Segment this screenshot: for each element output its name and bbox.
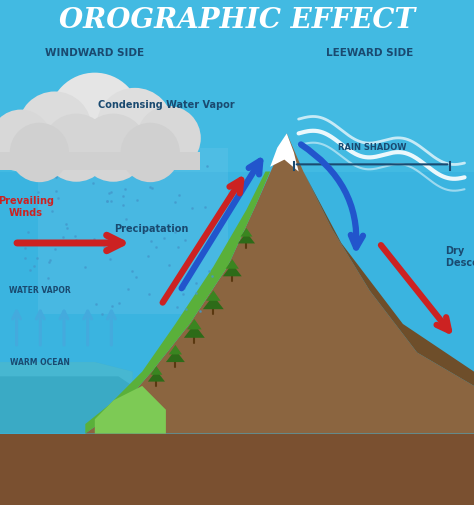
Circle shape bbox=[48, 73, 141, 166]
Polygon shape bbox=[240, 228, 253, 236]
Polygon shape bbox=[169, 345, 182, 355]
Circle shape bbox=[18, 91, 92, 166]
Text: OROGRAPHIC EFFECT: OROGRAPHIC EFFECT bbox=[59, 7, 415, 34]
Polygon shape bbox=[270, 133, 299, 172]
Polygon shape bbox=[223, 264, 242, 276]
Polygon shape bbox=[85, 172, 270, 433]
Polygon shape bbox=[287, 133, 474, 386]
Polygon shape bbox=[206, 290, 220, 301]
Polygon shape bbox=[85, 133, 474, 433]
Circle shape bbox=[10, 123, 69, 182]
Text: Dry
Descending Air: Dry Descending Air bbox=[446, 246, 474, 268]
Text: WATER VAPOR: WATER VAPOR bbox=[9, 286, 71, 295]
Polygon shape bbox=[184, 324, 205, 338]
Polygon shape bbox=[0, 362, 133, 386]
Polygon shape bbox=[0, 152, 200, 170]
Polygon shape bbox=[187, 319, 201, 329]
Polygon shape bbox=[38, 147, 228, 315]
Polygon shape bbox=[166, 349, 185, 362]
Text: WARM OCEAN: WARM OCEAN bbox=[10, 358, 70, 367]
Circle shape bbox=[43, 114, 110, 182]
Text: RAIN SHADOW: RAIN SHADOW bbox=[338, 143, 406, 153]
Text: WINDWARD SIDE: WINDWARD SIDE bbox=[45, 47, 145, 58]
Circle shape bbox=[121, 123, 180, 182]
Polygon shape bbox=[226, 259, 239, 269]
Text: Precipatation: Precipatation bbox=[115, 224, 189, 234]
Circle shape bbox=[137, 106, 201, 170]
Text: Prevailing
Winds: Prevailing Winds bbox=[0, 196, 54, 218]
Text: LEEWARD SIDE: LEEWARD SIDE bbox=[326, 47, 413, 58]
Polygon shape bbox=[150, 366, 163, 375]
Polygon shape bbox=[0, 433, 474, 505]
Circle shape bbox=[80, 114, 147, 182]
Polygon shape bbox=[95, 386, 166, 433]
Text: Condensing Water Vapor: Condensing Water Vapor bbox=[98, 100, 234, 110]
Circle shape bbox=[97, 88, 173, 165]
Polygon shape bbox=[0, 362, 133, 433]
Polygon shape bbox=[238, 232, 255, 243]
Polygon shape bbox=[203, 295, 224, 309]
Circle shape bbox=[0, 110, 52, 172]
Polygon shape bbox=[148, 371, 165, 382]
Bar bbox=[0, 0, 474, 172]
